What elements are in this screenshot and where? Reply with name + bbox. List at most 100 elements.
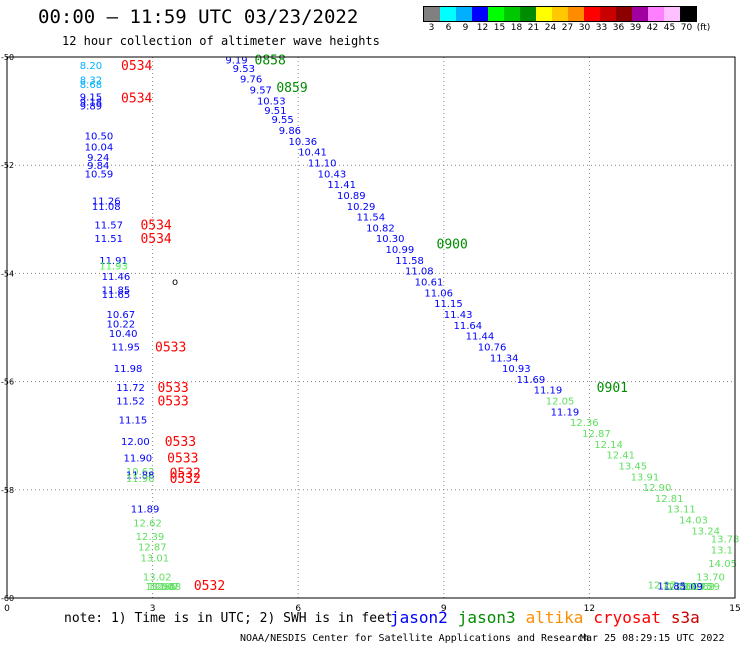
wave-height-label: 12.36 xyxy=(570,418,599,429)
wave-height-label: 12.65 xyxy=(148,582,177,593)
wave-height-label: 11.69 xyxy=(517,375,546,386)
wave-height-label: 11.88 xyxy=(126,471,155,482)
colorbar-swatch xyxy=(456,7,472,21)
colorbar-label: 70 xyxy=(680,23,693,33)
wave-height-label: 9.19 xyxy=(225,56,247,67)
wave-height-label: 11.08 xyxy=(92,202,121,213)
wave-height-label: 11.10 xyxy=(308,158,337,169)
x-tick-label: 15 xyxy=(729,604,740,614)
colorbar-swatch xyxy=(616,7,632,21)
colorbar-swatch xyxy=(472,7,488,21)
wave-height-label: 10.93 xyxy=(502,364,531,375)
y-tick-label: -54 xyxy=(1,269,14,278)
wave-height-label: 10.29 xyxy=(347,202,376,213)
wave-height-label: 11.51 xyxy=(94,234,123,245)
wave-height-label: 10.53 xyxy=(257,96,286,107)
colorbar-label: 45 xyxy=(663,23,676,33)
colorbar-swatch xyxy=(600,7,616,21)
wave-height-label: 12.90 xyxy=(643,483,672,494)
colorbar-label: 6 xyxy=(445,23,452,33)
x-tick-label: 3 xyxy=(150,604,156,614)
wave-height-label: 10.04 xyxy=(85,142,114,153)
wave-height-label: 10.40 xyxy=(109,329,138,340)
wave-height-label: 9.15 xyxy=(80,92,102,103)
wave-height-label: 13.1 xyxy=(711,545,733,556)
legend: jason2 jason3 altika cryosat s3a xyxy=(390,608,700,627)
colorbar-label: 24 xyxy=(544,23,557,33)
wave-height-label: 13.75 xyxy=(684,582,713,593)
colorbar-swatch xyxy=(568,7,584,21)
colorbar-swatch xyxy=(440,7,456,21)
time-tag: 0534 xyxy=(121,92,152,107)
colorbar-label: 18 xyxy=(510,23,523,33)
wave-height-label: 11.57 xyxy=(94,221,123,232)
colorbar-swatch xyxy=(536,7,552,21)
time-tag: 0900 xyxy=(437,238,468,253)
colorbar-swatch xyxy=(680,7,696,21)
wave-height-label: 12.41 xyxy=(606,451,635,462)
colorbar-swatch xyxy=(664,7,680,21)
wave-height-label: 13.11 xyxy=(667,505,696,516)
y-tick-label: -52 xyxy=(1,161,14,170)
wave-height-label: 10.89 xyxy=(337,191,366,202)
wave-height-label: 12.09 xyxy=(677,582,706,593)
wave-height-label: 11.34 xyxy=(490,353,519,364)
data-marks: 8.208.328.689.159.189.8910.5010.049.249.… xyxy=(80,56,740,593)
y-tick-label: -56 xyxy=(1,378,14,387)
wave-height-label: 12.27 xyxy=(648,580,677,591)
page-title: 00:00 – 11:59 UTC 03/23/2022 xyxy=(38,6,359,28)
wave-height-label: 11.85 xyxy=(102,286,131,297)
wave-height-label: 11.96 xyxy=(126,474,155,485)
wave-height-label: 14.03 xyxy=(679,516,708,527)
time-tag: 0858 xyxy=(255,54,286,69)
wave-height-label: 11.89 xyxy=(131,505,160,516)
wave-height-label: 11.15 xyxy=(119,415,148,426)
wave-height-label: 11.06 xyxy=(424,288,453,299)
wave-height-label: 10.62 xyxy=(126,467,155,478)
wave-height-label: 9.18 xyxy=(80,97,102,108)
legend-entry-jason2: jason2 xyxy=(390,608,448,627)
wave-height-label: 11.85 xyxy=(657,582,686,593)
wave-height-label: 11.58 xyxy=(395,256,424,267)
wave-height-label: 11.19 xyxy=(551,407,580,418)
legend-entry-altika: altika xyxy=(525,608,584,627)
wave-height-label: 9.89 xyxy=(80,102,102,113)
wave-height-label: 12.39 xyxy=(136,532,165,543)
time-tag: 0533 xyxy=(155,340,186,355)
wave-height-label: 11.91 xyxy=(99,256,128,267)
colorbar-swatch xyxy=(488,7,504,21)
wave-height-label: 10.36 xyxy=(288,137,317,148)
wave-height-label: 10.50 xyxy=(85,131,114,142)
x-tick-label: 9 xyxy=(441,604,447,614)
wave-height-label: 11.52 xyxy=(116,397,145,408)
y-tick-label: -58 xyxy=(1,486,14,495)
time-tag: 0533 xyxy=(157,395,188,410)
time-tag: 0532 xyxy=(170,466,201,481)
colorbar-label: 36 xyxy=(612,23,625,33)
wave-height-label: 13.70 xyxy=(696,572,725,583)
colorbar-label: 12 xyxy=(476,23,489,33)
colorbar-label: 21 xyxy=(527,23,540,33)
time-tag: 0534 xyxy=(140,232,171,247)
colorbar-swatch xyxy=(520,7,536,21)
time-tags: 0534053405340534053305330533053305330532… xyxy=(121,54,628,594)
wave-height-label: 11.41 xyxy=(327,180,356,191)
wave-height-label: 11.43 xyxy=(444,310,473,321)
time-tag: 0859 xyxy=(276,81,307,96)
footnote: note: 1) Time is in UTC; 2) SWH is in fe… xyxy=(64,611,393,626)
credit-text: NOAA/NESDIS Center for Satellite Applica… xyxy=(240,633,590,644)
time-tag: 0901 xyxy=(597,381,628,396)
timestamp-text: Mar 25 08:29:15 UTC 2022 xyxy=(580,633,725,644)
legend-entry-cryosat: cryosat xyxy=(593,608,661,627)
wave-height-label: 9.84 xyxy=(87,161,109,172)
x-tick-label: 6 xyxy=(295,604,301,614)
colorbar-label: 3 xyxy=(428,23,435,33)
wave-height-label: 11.26 xyxy=(92,196,121,207)
time-tag: 0533 xyxy=(167,451,198,466)
wave-height-label: 13.78 xyxy=(711,534,740,545)
legend-entry-s3a: s3a xyxy=(670,608,700,627)
wave-height-label: 12.87 xyxy=(582,429,611,440)
colorbar-label: 42 xyxy=(646,23,659,33)
wave-height-label: 13.45 xyxy=(619,461,648,472)
